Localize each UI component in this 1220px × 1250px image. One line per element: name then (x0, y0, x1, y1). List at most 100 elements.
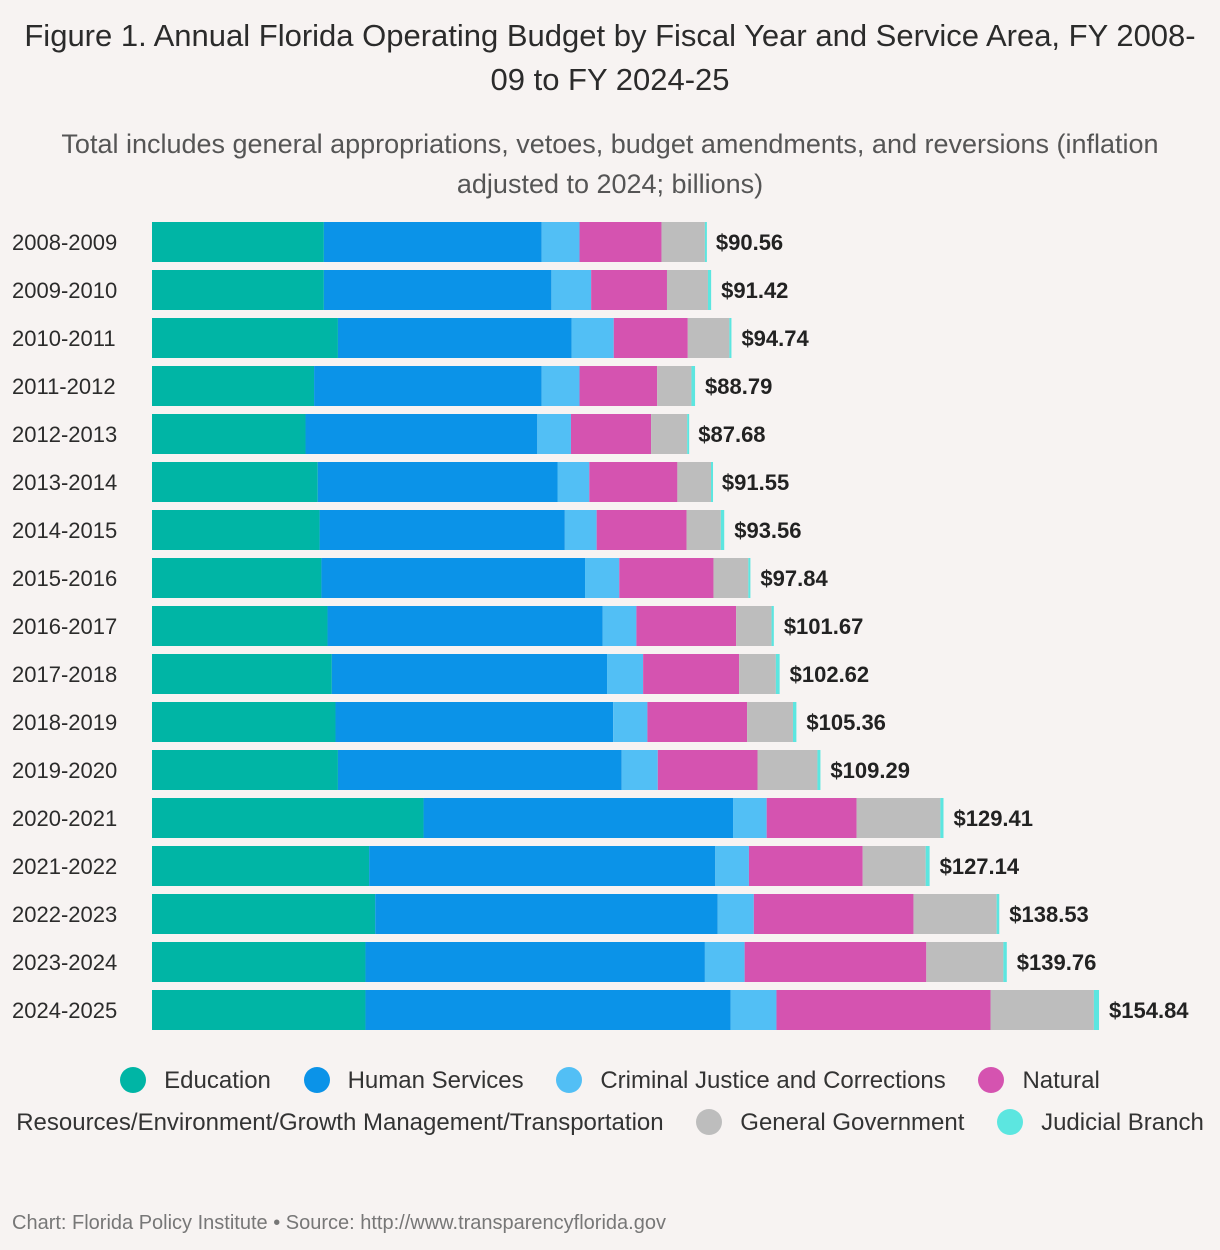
bar-segment (775, 654, 780, 694)
total-label: $139.76 (1017, 950, 1097, 975)
total-label: $105.36 (806, 710, 886, 735)
bar-segment (687, 414, 690, 454)
bar-segment (537, 414, 571, 454)
bar-segment (862, 846, 926, 886)
bar-segment (152, 846, 370, 886)
bar-segment (720, 510, 725, 550)
total-label: $93.56 (734, 518, 801, 543)
bar-segment (602, 606, 637, 646)
bar-segment (647, 702, 748, 742)
bar-segment (365, 942, 705, 982)
bar-segment (152, 366, 315, 406)
legend-label: General Government (740, 1109, 965, 1136)
bar-segment (636, 606, 737, 646)
bar-segment (733, 798, 767, 838)
bar-segment (152, 606, 328, 646)
category-label: 2011-2012 (12, 374, 116, 399)
bar-segment (152, 798, 424, 838)
bar-segment (817, 750, 821, 790)
legend-swatch-icon (696, 1109, 723, 1135)
chart-legend: Education Human Services Criminal Justic… (10, 1060, 1210, 1144)
bar-segment (152, 558, 322, 598)
bar-segment (152, 654, 332, 694)
category-label: 2008-2009 (12, 230, 117, 255)
bar-segment (747, 702, 793, 742)
bar-segment (152, 414, 306, 454)
legend-item: General Government (670, 1109, 964, 1136)
total-label: $129.41 (953, 806, 1033, 831)
bar-segment (771, 606, 774, 646)
legend-item: Human Services (278, 1067, 524, 1094)
bar-segment (375, 894, 718, 934)
legend-item: Natural Resources/Environment/Growth Man… (16, 1067, 1100, 1136)
bar-segment (423, 798, 734, 838)
total-label: $101.67 (784, 614, 864, 639)
legend-label: Human Services (347, 1067, 524, 1094)
total-label: $94.74 (741, 326, 809, 351)
bar-segment (585, 558, 620, 598)
bar-segment (686, 510, 721, 550)
chart-source: Chart: Florida Policy Institute • Source… (12, 1212, 666, 1234)
stacked-bar-chart: 2008-2009 $90.56 2009-2010 $91.42 2010-2011 $… (12, 222, 1189, 1030)
bar-segment (152, 222, 324, 262)
bar-segment (739, 654, 776, 694)
bar-segment (335, 702, 614, 742)
bar-segment (152, 318, 338, 358)
bar-segment (621, 750, 658, 790)
bar-segment (744, 942, 927, 982)
total-label: $91.42 (721, 278, 788, 303)
bar-segment (711, 462, 714, 502)
legend-swatch-icon (120, 1067, 147, 1093)
bar-segment (551, 270, 592, 310)
total-label: $88.79 (705, 374, 772, 399)
bar-segment (571, 318, 614, 358)
bar-segment (717, 894, 754, 934)
bar-segment (753, 894, 914, 934)
total-label: $127.14 (940, 854, 1020, 879)
bar-segment (152, 510, 320, 550)
bar-segment (776, 990, 991, 1030)
bar-segment (925, 846, 930, 886)
bar-segment (666, 270, 708, 310)
bar-segment (317, 462, 558, 502)
bar-segment (152, 702, 336, 742)
bar-segment (613, 318, 688, 358)
category-label: 2013-2014 (12, 470, 117, 495)
bar-segment (541, 366, 580, 406)
bar-segment (691, 366, 696, 406)
bar-segment (331, 654, 608, 694)
bar-segment (557, 462, 590, 502)
legend-swatch-icon (556, 1067, 583, 1093)
category-label: 2009-2010 (12, 278, 117, 303)
total-label: $87.68 (698, 422, 765, 447)
category-label: 2024-2025 (12, 998, 117, 1023)
bar-segment (369, 846, 716, 886)
category-label: 2019-2020 (12, 758, 117, 783)
bar-segment (152, 750, 338, 790)
bar-segment (541, 222, 580, 262)
bar-segment (643, 654, 740, 694)
total-label: $109.29 (830, 758, 910, 783)
category-label: 2022-2023 (12, 902, 117, 927)
legend-label: Judicial Branch (1041, 1109, 1204, 1136)
bar-segment (152, 942, 366, 982)
bar-segment (651, 414, 688, 454)
bar-segment (715, 846, 749, 886)
bar-segment (713, 558, 749, 598)
bar-segment (152, 462, 318, 502)
bar-segment (926, 942, 1004, 982)
legend-swatch-icon (978, 1067, 1005, 1093)
bar-segment (591, 270, 667, 310)
bar-segment (657, 366, 692, 406)
bar-segment (579, 366, 658, 406)
category-label: 2018-2019 (12, 710, 117, 735)
bar-segment (1003, 942, 1007, 982)
total-label: $91.55 (722, 470, 789, 495)
bar-segment (337, 318, 572, 358)
bar-segment (570, 414, 652, 454)
bar-segment (757, 750, 818, 790)
bar-segment (748, 558, 751, 598)
chart-subtitle: Total includes general appropriations, v… (61, 129, 1159, 199)
bar-segment (661, 222, 705, 262)
bar-segment (990, 990, 1094, 1030)
